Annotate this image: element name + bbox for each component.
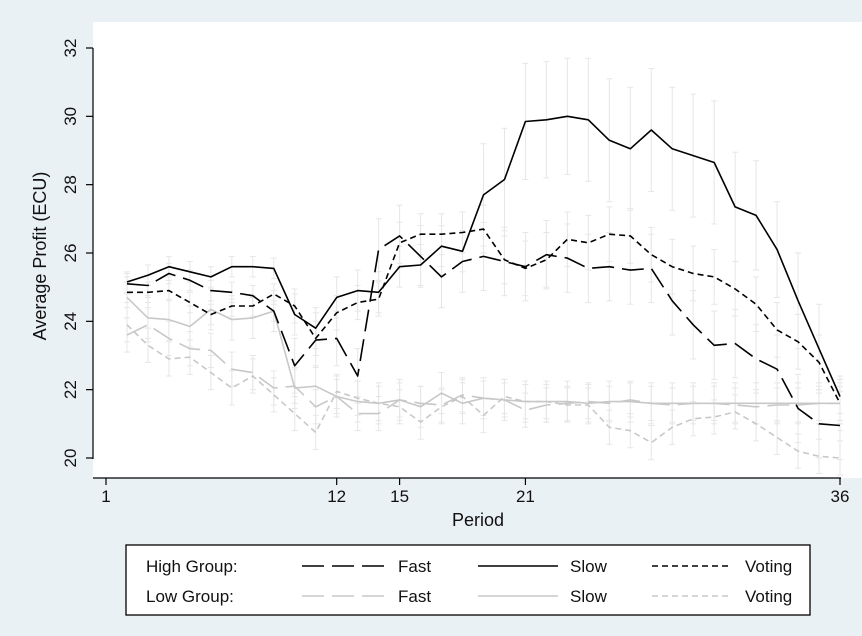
error-bar-high-voting [648,226,655,283]
error-bar-low-voting [837,440,843,476]
error-bar-low-voting [228,370,235,406]
y-tick-label-22: 22 [61,380,80,399]
x-axis-title: Period [452,510,504,530]
error-bar-high-voting [711,249,718,305]
legend-label-low-voting: Voting [745,587,792,606]
y-tick-label-24: 24 [61,312,80,331]
series-lines [126,115,841,459]
error-bar-high-voting [543,232,550,288]
plot-area [93,22,862,478]
y-tick-label-28: 28 [61,175,80,194]
y-tick-label-26: 26 [61,244,80,263]
legend-label-high-voting: Voting [745,557,792,576]
legend-box [125,544,811,616]
legend-label-high-fast: Fast [398,557,431,576]
legend-label-low-fast: Fast [398,587,431,606]
error-bar-high-voting [375,281,382,317]
error-bar-low-voting [690,401,697,437]
series-line-low-voting [126,324,841,459]
legend-row-label-high: High Group: [146,557,238,576]
error-bar-low-voting [144,327,151,363]
error-bar-low-voting [711,399,718,435]
error-bar-high-voting [753,276,760,333]
y-tick-label-30: 30 [61,107,80,126]
y-axis-title: Average Profit (ECU) [30,172,50,341]
legend-label-low-slow: Slow [570,587,608,606]
x-tick-label-15: 15 [390,487,409,506]
error-bar-high-voting [585,214,592,271]
y-tick-label-32: 32 [61,39,80,58]
axes: 20 22 24 26 28 30 32 1 12 15 21 36 [61,39,849,506]
series-line-high-voting [127,228,841,404]
error-bar-low-voting [312,414,319,450]
series-line-high-slow [126,115,841,397]
error-bar-low-voting [123,307,130,343]
legend-label-high-slow: Slow [570,557,608,576]
error-bar-high-voting [396,221,403,264]
x-tick-label-36: 36 [831,487,850,506]
series-line-high-fast [126,235,841,427]
x-tick-label-12: 12 [327,487,346,506]
error-bar-low-voting [291,396,298,432]
error-bar-low-voting [270,377,277,413]
error-bar-low-voting [501,378,508,415]
error-bar-low-voting [438,389,445,425]
legend-row-label-low: Low Group: [146,587,234,606]
series-line-low-slow [126,296,840,408]
error-bar-low-voting [648,425,655,461]
error-bar-low-voting [816,438,823,474]
y-tick-label-20: 20 [61,449,80,468]
legend: High Group: Fast Slow Voting Low Group: … [125,544,811,616]
error-bar-low-voting [774,419,781,456]
x-tick-label-21: 21 [516,487,535,506]
error-bar-low-voting [396,389,403,425]
x-tick-label-1: 1 [101,487,110,506]
